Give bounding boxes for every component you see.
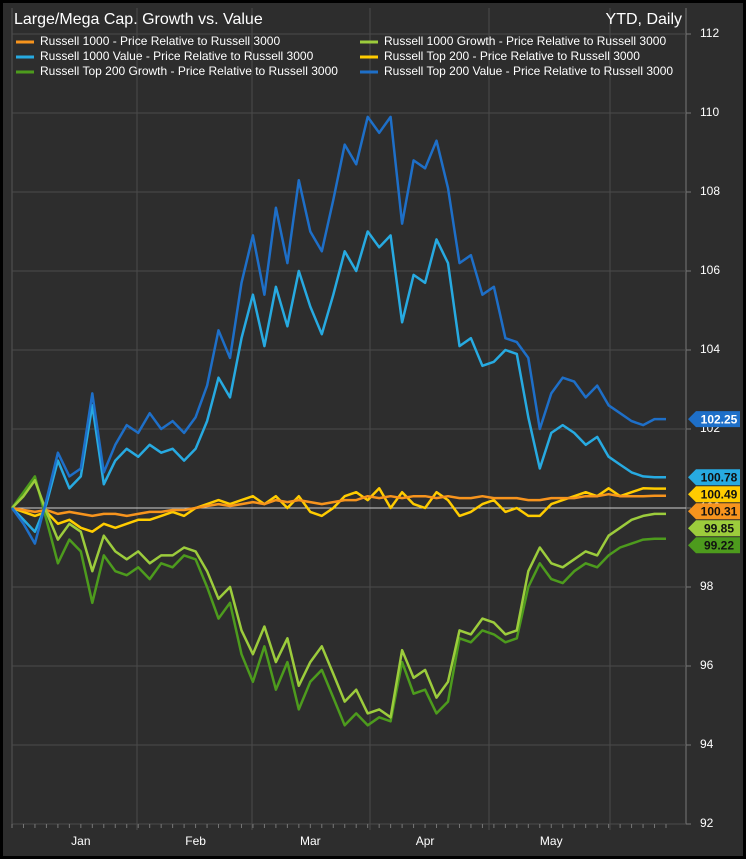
y-tick-label: 112	[700, 26, 719, 40]
legend-label: Russell 1000 Value - Price Relative to R…	[40, 49, 314, 63]
x-tick-label: Jan	[71, 834, 90, 848]
series-line	[10, 475, 666, 727]
y-tick-label: 98	[700, 579, 714, 593]
x-tick-label: May	[540, 834, 563, 848]
x-tick-label: Feb	[185, 834, 206, 848]
x-tick-label: Apr	[416, 834, 435, 848]
y-tick-label: 96	[700, 658, 714, 672]
series-line	[11, 479, 666, 719]
y-tick-label: 94	[700, 737, 714, 751]
end-tag-label: 99.22	[704, 538, 734, 552]
chart-title: Large/Mega Cap. Growth vs. Value	[14, 11, 263, 28]
x-tick-label: Mar	[300, 834, 321, 848]
end-tag	[688, 520, 740, 537]
end-tag-label: 100.78	[701, 470, 738, 484]
series-line	[10, 115, 666, 545]
y-tick-label: 92	[700, 816, 714, 830]
end-tag-label: 100.31	[701, 504, 738, 518]
y-tick-label: 108	[700, 184, 720, 198]
end-tag-label: 100.49	[701, 487, 738, 501]
end-tag	[688, 503, 740, 520]
end-tag-label: 99.85	[704, 521, 734, 535]
series-line	[11, 492, 666, 518]
y-tick-label: 110	[700, 105, 719, 119]
legend-label: Russell 1000 - Price Relative to Russell…	[40, 34, 280, 48]
chart-subtitle: YTD, Daily	[606, 11, 682, 28]
month-grid	[136, 8, 611, 830]
end-tag	[688, 486, 740, 503]
end-tag-label: 102.25	[701, 412, 738, 426]
legend-label: Russell Top 200 - Price Relative to Russ…	[384, 49, 640, 63]
legend-label: Russell Top 200 Growth - Price Relative …	[40, 64, 338, 78]
legend-label: Russell 1000 Growth - Price Relative to …	[384, 34, 666, 48]
legend-label: Russell Top 200 Value - Price Relative t…	[384, 64, 673, 78]
y-tick-label: 104	[700, 342, 720, 356]
end-tag	[688, 469, 740, 486]
series-line	[11, 230, 666, 533]
y-tick-label: 106	[700, 263, 720, 277]
end-tag	[688, 537, 740, 554]
end-tag	[688, 411, 740, 428]
